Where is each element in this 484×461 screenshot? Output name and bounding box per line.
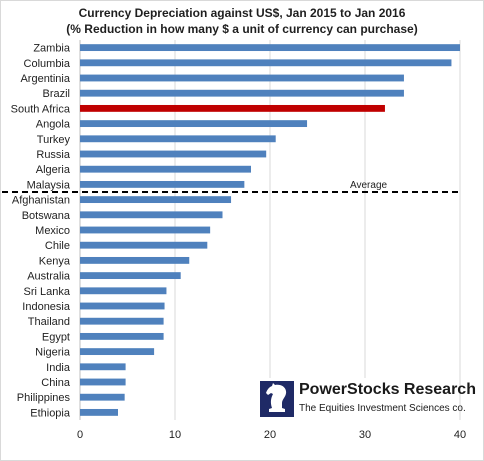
bar-sri-lanka [80,287,167,295]
chart-subtitle: (% Reduction in how many $ a unit of cur… [66,22,418,36]
x-tick-label: 0 [77,429,83,441]
logo-name: PowerStocks Research [299,381,476,398]
bar-argentinia [80,74,404,82]
category-label: Zambia [33,43,71,55]
category-label: Russia [36,149,71,161]
category-label: Philippines [17,392,71,404]
bar-afghanistan [80,196,232,204]
bar-australia [80,272,181,280]
bar-zambia [80,44,460,52]
category-label: Columbia [24,58,71,70]
bar-russia [80,150,267,158]
category-label: Afghanistan [12,195,70,207]
bar-turkey [80,135,276,143]
bar-chile [80,241,208,249]
chart-title: Currency Depreciation against US$, Jan 2… [78,6,406,20]
bar-philippines [80,393,125,401]
category-label: Brazil [42,88,70,100]
bar-brazil [80,89,404,97]
category-label: Botswana [22,210,71,222]
category-label: Kenya [39,255,71,267]
x-tick-label: 10 [169,429,181,441]
logo-tagline: The Equities Investment Sciences co. [299,403,466,414]
bar-columbia [80,59,452,67]
x-tick-label: 30 [359,429,371,441]
category-label: India [46,362,71,374]
category-label: Algeria [36,164,71,176]
bar-malaysia [80,180,245,188]
category-label: Mexico [35,225,70,237]
average-line-group: Average [2,180,460,193]
x-tick-label: 20 [264,429,276,441]
bars [80,44,460,416]
bar-algeria [80,165,251,173]
average-label: Average [350,180,388,191]
category-label: Malaysia [27,179,71,191]
bar-india [80,363,126,371]
x-tick-labels: 0 10 20 30 40 [77,429,466,441]
category-label: Sri Lanka [24,286,71,298]
x-tick-label: 40 [454,429,466,441]
logo: PowerStocks Research The Equities Invest… [257,378,476,422]
bar-botswana [80,211,223,219]
category-label: Australia [27,271,71,283]
category-label: Thailand [28,316,70,328]
bar-egypt [80,332,164,340]
category-labels: Zambia Columbia Argentinia Brazil South Afri… [11,43,71,420]
category-label: Ethiopia [30,407,71,419]
category-label: Nigeria [35,347,71,359]
category-label: Indonesia [22,301,71,313]
category-label: Angola [36,119,71,131]
bar-china [80,378,126,386]
category-label: Argentinia [20,73,70,85]
bar-mexico [80,226,211,234]
bar-nigeria [80,348,155,356]
category-label: Turkey [37,134,71,146]
chart-title-block: Currency Depreciation against US$, Jan 2… [0,5,484,37]
category-label: Chile [45,240,70,252]
bar-thailand [80,317,164,325]
bar-kenya [80,256,190,264]
bar-south-africa [80,104,385,112]
bar-angola [80,120,308,128]
knight-chess-icon [260,381,294,417]
bar-indonesia [80,302,165,310]
category-label: Egypt [42,331,70,343]
category-label: South Africa [11,103,71,115]
category-label: China [41,377,71,389]
bar-ethiopia [80,408,118,416]
